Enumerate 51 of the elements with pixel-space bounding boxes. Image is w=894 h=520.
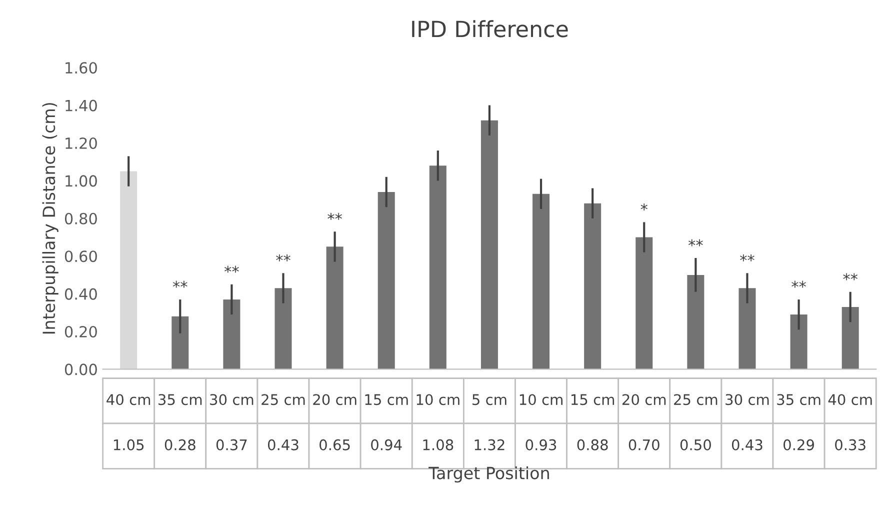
data-label: 0.29 xyxy=(784,439,814,450)
y-tick-label: 0.80 xyxy=(64,212,97,224)
annotation: ** xyxy=(172,280,188,288)
annotation: ** xyxy=(276,254,290,262)
annotation: ** xyxy=(792,280,806,288)
x-tick-label: 25 cm xyxy=(262,394,305,406)
data-label: 0.33 xyxy=(835,439,866,450)
x-tick-label: 40 cm xyxy=(106,394,150,406)
x-tick-label: 20 cm xyxy=(622,394,666,406)
x-tick-label: 30 cm xyxy=(726,394,769,406)
data-label: 1.08 xyxy=(423,439,454,450)
y-tick-label: 1.00 xyxy=(66,175,97,187)
y-tick-label: 1.40 xyxy=(66,100,97,112)
y-axis-title: Interpupillary Distance (cm) xyxy=(42,103,58,334)
x-tick-label: 10 cm xyxy=(520,394,562,406)
data-label: 0.37 xyxy=(216,439,247,450)
x-tick-label: 5 cm xyxy=(472,394,506,406)
x-tick-label: 35 cm xyxy=(158,394,202,406)
x-axis-title: Target Position xyxy=(428,466,549,483)
y-tick-label: 0.60 xyxy=(64,250,97,262)
x-tick-label: 15 cm xyxy=(571,394,614,406)
data-label: 1.32 xyxy=(474,439,504,450)
annotation: ** xyxy=(688,239,703,246)
annotation: ** xyxy=(740,254,754,262)
data-label: 0.88 xyxy=(577,439,608,450)
data-label: 1.05 xyxy=(114,439,144,450)
y-tick-label: 1.60 xyxy=(66,62,97,74)
data-label: 0.43 xyxy=(732,439,762,450)
data-label: 0.43 xyxy=(268,439,298,450)
data-label: 0.50 xyxy=(680,439,711,450)
data-label: 0.94 xyxy=(371,439,402,450)
x-tick-label: 15 cm xyxy=(365,394,408,406)
annotation: * xyxy=(640,203,648,210)
x-tick-label: 10 cm xyxy=(416,394,460,406)
x-tick-label: 25 cm xyxy=(674,394,718,406)
y-tick-label: 0.00 xyxy=(64,364,97,376)
annotation: ** xyxy=(843,273,858,280)
annotation: ** xyxy=(328,212,342,220)
data-label: 0.93 xyxy=(526,439,556,450)
x-tick-label: 30 cm xyxy=(210,394,254,406)
annotation: ** xyxy=(224,266,239,273)
data-label: 0.65 xyxy=(320,439,350,450)
y-tick-label: 0.40 xyxy=(64,288,97,300)
x-tick-label: 20 cm xyxy=(313,394,356,406)
data-label: 0.28 xyxy=(164,439,196,450)
x-tick-label: 40 cm xyxy=(828,394,872,406)
chart-title: IPD Difference xyxy=(412,20,568,38)
data-label: 0.70 xyxy=(628,439,660,450)
y-tick-label: 0.20 xyxy=(64,326,97,338)
x-tick-label: 35 cm xyxy=(777,394,820,406)
y-tick-label: 1.20 xyxy=(66,137,97,150)
